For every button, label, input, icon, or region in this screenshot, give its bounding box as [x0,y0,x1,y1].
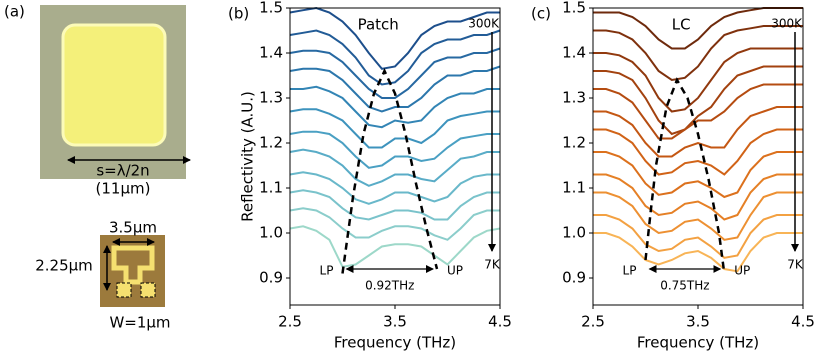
y-tick-label: 1.1 [259,179,283,197]
panel-label: (a) [4,3,25,21]
reflectivity-line [289,189,500,221]
x-tick-label: 3.5 [686,313,710,331]
y-tick-label: 1.5 [259,0,283,17]
y-tick-label: 1.2 [562,134,586,152]
reflectivity-line [593,173,803,221]
reflectivity-line [289,171,500,205]
y-tick-label: 0.9 [562,269,586,287]
reflectivity-line [289,47,501,99]
x-tick-label: 4.5 [488,313,512,331]
y-tick-label: 1.2 [259,134,283,152]
reflectivity-line [593,83,803,140]
lc-pad [116,282,132,298]
y-axis-label: Reflectivity (A.U.) [239,91,257,222]
temp-bottom: 7K [484,258,501,272]
temp-top: 300K [771,17,803,31]
y-tick-label: 1.4 [259,44,283,62]
reflectivity-line [593,128,803,176]
reflectivity-line [289,207,500,241]
x-axis-label: Frequency (THz) [637,334,759,352]
patch-size: s=λ/2n [96,162,149,180]
lp-label: LP [623,264,637,278]
reflectivity-line [289,29,501,86]
y-tick-label: 1.3 [562,89,586,107]
y-tick-label: 0.9 [259,269,283,287]
reflectivity-line [593,25,803,82]
lc-width: 3.5μm [109,219,157,237]
reflectivity-line [289,148,500,187]
up-label: UP [447,264,463,278]
patch [61,23,167,147]
y-tick-label: 1.3 [259,89,283,107]
reflectivity-line [289,6,500,70]
x-tick-label: 2.5 [278,313,302,331]
reflectivity-line [593,232,803,273]
lp-label: LP [320,264,334,278]
reflectivity-line [289,225,501,268]
panel-label: (b) [228,5,249,23]
reflectivity-line [593,106,803,158]
lc-height: 2.25μm [35,257,93,275]
reflectivity-line [289,65,501,113]
lc-pad [140,282,156,298]
temp-bottom: 7K [787,258,804,272]
y-tick-label: 1.0 [259,224,283,242]
splitting-label: 0.75THz [660,279,709,293]
panel-label: (c) [531,5,551,23]
reflectivity-line [593,214,803,259]
reflectivity-line [593,151,803,199]
y-tick-label: 1.5 [562,0,586,17]
temp-top: 300K [468,17,500,31]
sample-label: LC [672,16,691,34]
x-axis-label: Frequency (THz) [334,334,456,352]
up-label: UP [734,264,750,278]
x-tick-label: 2.5 [581,313,605,331]
dispersion-line [644,77,726,274]
sample-label: Patch [358,16,399,34]
reflectivity-line [593,47,803,113]
x-tick-label: 4.5 [791,313,815,331]
dispersion-line [341,68,439,274]
reflectivity-line [290,85,500,129]
reflectivity-line [289,108,500,149]
plot-frame [592,7,804,306]
patch-size-um: (11μm) [96,180,151,198]
y-tick-label: 1.1 [562,179,586,197]
reflectivity-line [593,65,803,136]
reflectivity-line [593,191,803,241]
reflectivity-line [289,130,500,169]
x-tick-label: 3.5 [383,313,407,331]
splitting-label: 0.92THz [365,279,414,293]
y-tick-label: 1.0 [562,224,586,242]
y-tick-label: 1.4 [562,44,586,62]
lc-resonator [111,245,155,285]
plot-frame [289,7,501,306]
lc-gap: W=1μm [109,314,170,332]
